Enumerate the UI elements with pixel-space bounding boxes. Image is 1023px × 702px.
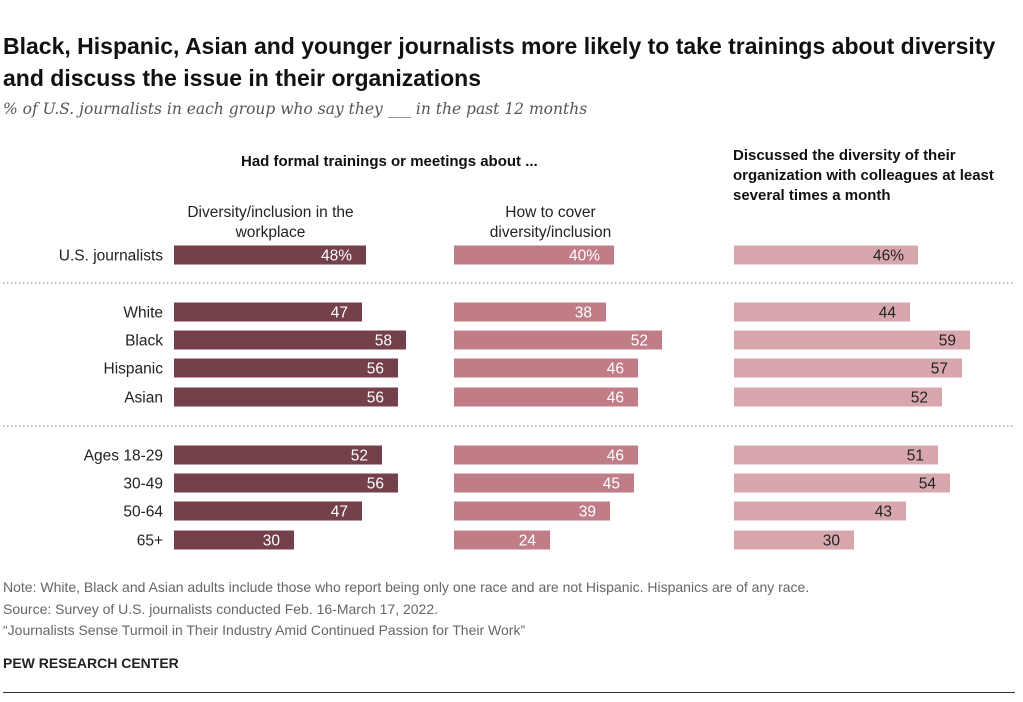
footnotes: Note: White, Black and Asian adults incl… (3, 577, 809, 642)
data-label: 46 (607, 361, 624, 378)
data-label: 52 (631, 333, 648, 350)
bar (734, 530, 854, 550)
category-label: White (123, 305, 163, 322)
bar (174, 302, 362, 322)
data-label: 30 (823, 533, 841, 550)
data-label: 48% (321, 248, 352, 265)
data-label: 46% (873, 248, 904, 265)
bar (734, 245, 918, 265)
note-text: Note: White, Black and Asian adults incl… (3, 579, 810, 595)
data-label: 54 (919, 476, 937, 493)
bar (454, 245, 614, 265)
data-label: 39 (579, 504, 596, 521)
bar (174, 501, 362, 521)
data-label: 46 (607, 448, 624, 465)
bar (734, 330, 970, 350)
bar (734, 387, 942, 407)
bar (174, 330, 406, 350)
data-label: 58 (375, 333, 392, 350)
bar (174, 530, 294, 550)
data-label: 47 (331, 305, 348, 322)
category-label: Asian (124, 390, 163, 407)
bar (174, 445, 382, 465)
bar (454, 530, 550, 550)
bottom-rule (3, 692, 1015, 693)
data-label: 30 (263, 533, 281, 550)
source-text: Source: Survey of U.S. journalists condu… (3, 600, 439, 617)
category-label: Hispanic (104, 361, 164, 378)
column-header-cover: How to cover diversity/inclusion (489, 204, 612, 241)
bar (174, 473, 398, 493)
data-label: 44 (879, 305, 897, 322)
bar (454, 473, 634, 493)
bar (454, 387, 638, 407)
bar (734, 302, 910, 322)
data-label: 56 (367, 476, 384, 493)
bar (454, 330, 662, 350)
data-label: 52 (911, 390, 928, 407)
category-label: 65+ (137, 533, 163, 550)
data-label: 45 (603, 476, 620, 493)
data-label: 51 (907, 448, 924, 465)
bar (454, 501, 610, 521)
bar (174, 245, 366, 265)
category-label: 50-64 (123, 504, 163, 521)
bar (734, 358, 962, 378)
data-label: 38 (575, 305, 592, 322)
pew-logo: PEW RESEARCH CENTER (3, 655, 179, 671)
bar (734, 501, 906, 521)
bar (454, 302, 606, 322)
bar (734, 473, 950, 493)
chart-title: Black, Hispanic, Asian and younger journ… (3, 33, 996, 91)
report-title-text: “Journalists Sense Turmoil in Their Indu… (3, 622, 526, 638)
column-header-workplace: Diversity/inclusion in the workplace (187, 204, 354, 241)
trainings-group-heading: Had formal trainings or meetings about .… (241, 153, 538, 170)
data-label: 56 (367, 390, 384, 407)
category-label: Black (125, 333, 163, 350)
chart-subtitle: % of U.S. journalists in each group who … (3, 100, 588, 118)
data-label: 59 (939, 333, 956, 350)
bar (454, 358, 638, 378)
data-label: 40% (569, 248, 600, 265)
bar (454, 445, 638, 465)
category-label: 30-49 (123, 476, 163, 493)
data-label: 57 (931, 361, 948, 378)
data-label: 52 (351, 448, 368, 465)
data-label: 24 (519, 533, 537, 550)
category-label: Ages 18-29 (84, 448, 163, 465)
data-label: 46 (607, 390, 624, 407)
bar (734, 445, 938, 465)
discussed-column-heading: Discussed the diversity of their organiz… (733, 147, 994, 204)
data-label: 56 (367, 361, 384, 378)
data-label: 47 (331, 504, 348, 521)
bar (174, 358, 398, 378)
bar (174, 387, 398, 407)
category-label: U.S. journalists (59, 248, 163, 265)
data-label: 43 (875, 504, 892, 521)
